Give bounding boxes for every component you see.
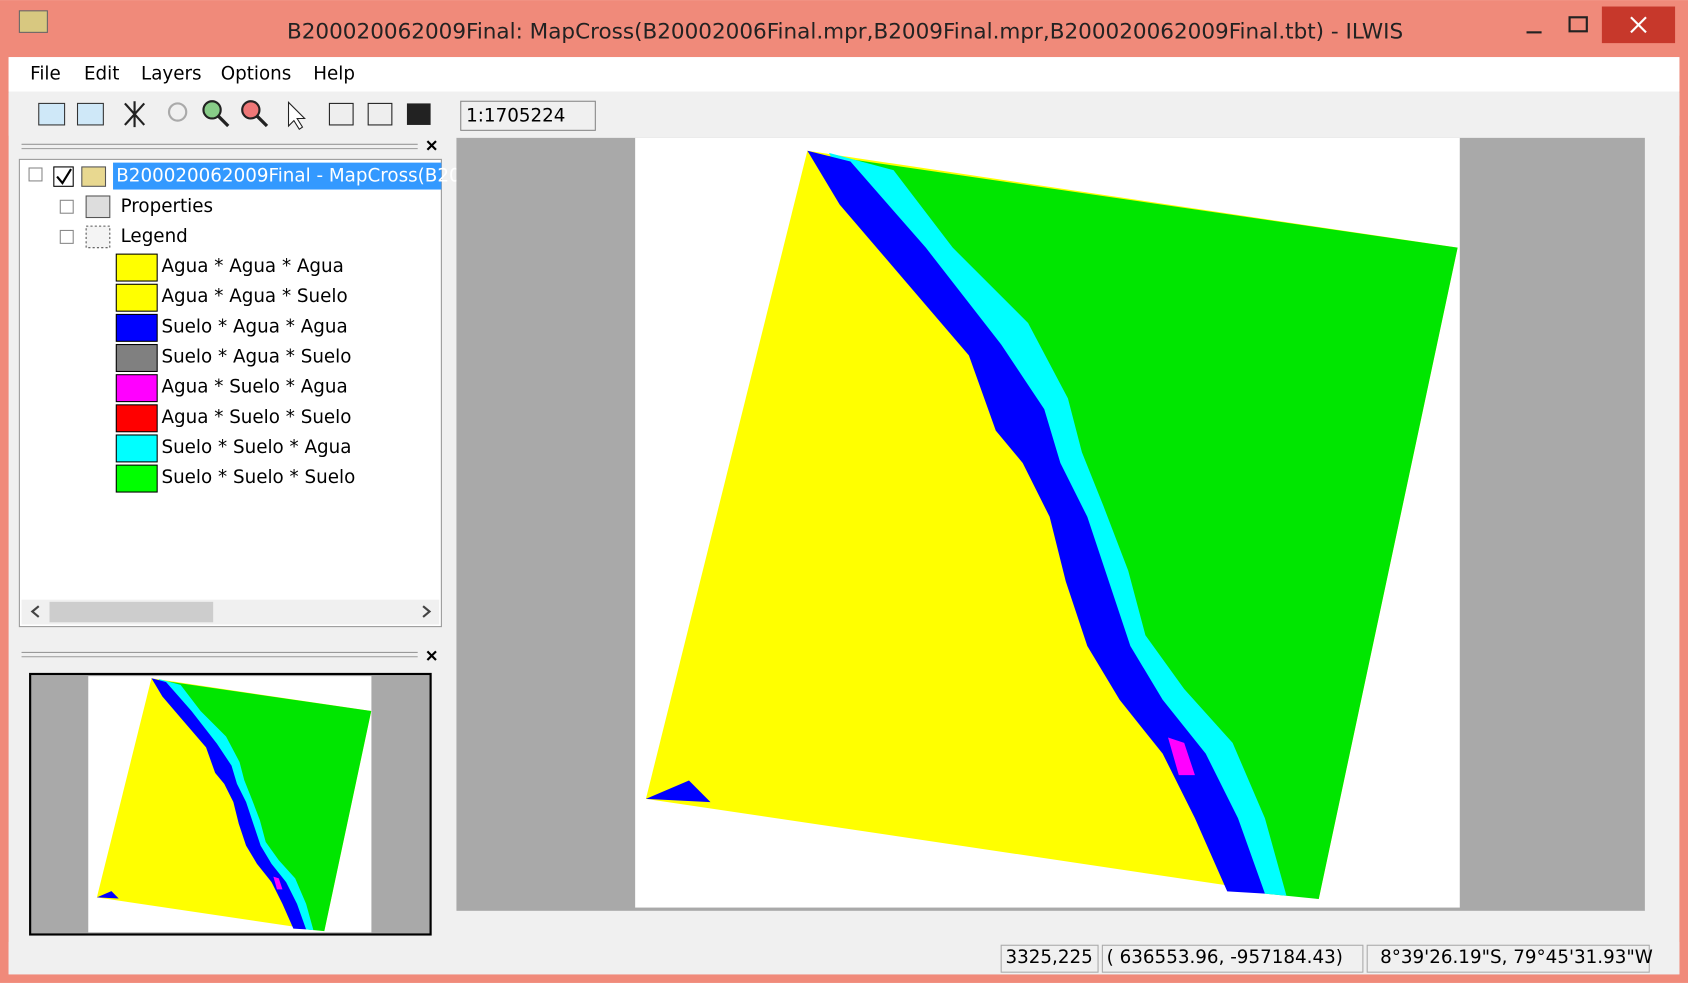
legend-label[interactable]: Agua * Agua * Suelo [161, 286, 347, 307]
legend-swatch [115, 464, 158, 493]
menu-item[interactable]: Edit [84, 63, 119, 84]
maximize-button[interactable] [1568, 16, 1588, 33]
legend-label[interactable]: Suelo * Suelo * Suelo [161, 467, 355, 488]
layer-selected[interactable] [113, 162, 442, 190]
legend-label[interactable]: Suelo * Agua * Agua [161, 316, 347, 337]
legend-swatch [115, 434, 158, 463]
layer-name: B200020062009Final - MapCross(B20( [116, 166, 468, 187]
toolbar-icons [38, 100, 431, 131]
legend-label[interactable]: Suelo * Agua * Suelo [161, 346, 351, 367]
status-bar [8, 942, 1680, 975]
legend-swatch [115, 374, 158, 403]
legend-swatch [115, 283, 158, 312]
map-vscroll[interactable] [1644, 137, 1669, 911]
menu-item[interactable]: Options [221, 63, 292, 84]
legend-label[interactable]: Agua * Suelo * Suelo [161, 407, 351, 428]
window-title: B200020062009Final: MapCross(B20002006Fi… [287, 19, 1403, 44]
map-hscroll[interactable] [456, 912, 1645, 935]
status-coords: ( 636553.96, -957184.43) [1107, 947, 1343, 968]
toolbar [8, 92, 1680, 136]
menu-item[interactable]: Help [313, 63, 355, 84]
overview-close[interactable] [426, 650, 437, 661]
scale-box[interactable] [460, 100, 596, 131]
legend-swatch [115, 313, 158, 342]
legend-swatch [115, 253, 158, 282]
map-image [645, 150, 1458, 899]
legend-swatch [115, 404, 158, 433]
scale-text: 1:1705224 [466, 105, 565, 126]
legend-label[interactable]: Agua * Suelo * Agua [161, 377, 347, 398]
legend-label[interactable]: Suelo * Suelo * Agua [161, 437, 351, 458]
status-pixel: 3325,225 [1005, 947, 1092, 968]
status-latlon: 8°39'26.19"S, 79°45'31.93"W [1380, 947, 1653, 968]
tree-close[interactable] [426, 140, 437, 151]
menu-item[interactable]: File [30, 63, 61, 84]
legend-label[interactable]: Agua * Agua * Agua [161, 256, 343, 277]
legend-node[interactable]: Legend [121, 226, 188, 247]
menu-item[interactable]: Layers [141, 63, 202, 84]
tree-header [19, 137, 442, 158]
properties-node[interactable]: Properties [121, 196, 213, 217]
menu-bar [8, 57, 1680, 92]
app-icon [18, 10, 48, 33]
legend-swatch [115, 344, 158, 373]
